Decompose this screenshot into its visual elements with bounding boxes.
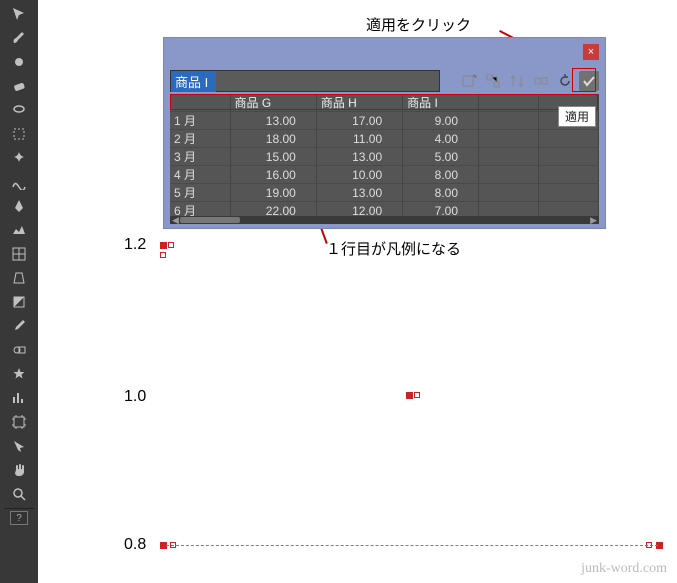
area-tool[interactable]	[7, 218, 31, 242]
cell-value-text: 商品 I	[171, 71, 216, 92]
slice-tool[interactable]	[7, 434, 31, 458]
table-row: 3 月15.0013.005.00	[170, 148, 599, 166]
chart-handle-top[interactable]	[168, 242, 174, 248]
table-row: 5 月19.0013.008.00	[170, 184, 599, 202]
col-header-g: 商品 G	[230, 94, 316, 112]
brush-tool[interactable]	[7, 26, 31, 50]
curve-tool[interactable]	[7, 170, 31, 194]
eraser-tool[interactable]	[7, 74, 31, 98]
chart-handle-left[interactable]	[160, 252, 166, 258]
grid-tool[interactable]	[7, 242, 31, 266]
col-header-h: 商品 H	[316, 94, 402, 112]
pencil-tool[interactable]	[7, 50, 31, 74]
panel-close-button[interactable]: ×	[583, 44, 599, 60]
annotation-apply-click: 適用をクリック	[366, 14, 471, 35]
pen-tool[interactable]	[7, 194, 31, 218]
ytick-0.8: 0.8	[124, 536, 146, 554]
data-grid[interactable]: 商品 G 商品 H 商品 I 1 月13.0017.009.00 2 月18.0…	[170, 94, 599, 218]
panel-toolbar: 商品 I	[170, 70, 599, 92]
cell-value-input[interactable]: 商品 I	[170, 70, 440, 92]
graph-data-panel: × 商品 I 商品 G 商品 H 商品 I 1 月13.0017.009.00 …	[163, 37, 606, 229]
import-icon[interactable]	[459, 71, 479, 91]
hand-tool[interactable]	[7, 458, 31, 482]
scroll-right-icon[interactable]: ▶	[588, 215, 599, 226]
col-header-i: 商品 I	[403, 94, 479, 112]
ytick-1.2: 1.2	[124, 236, 146, 254]
crop-tool[interactable]	[7, 122, 31, 146]
horizontal-scrollbar[interactable]: ◀ ▶	[170, 216, 599, 224]
chart-anchor-center[interactable]	[406, 392, 413, 399]
col-header-blank	[170, 94, 230, 112]
revert-icon[interactable]	[555, 71, 575, 91]
chart-canvas[interactable]: 1.2 1.0 0.8	[158, 240, 668, 550]
chart-handle-center-r[interactable]	[414, 392, 420, 398]
chart-baseline	[166, 545, 658, 546]
scrollbar-thumb[interactable]	[180, 217, 240, 223]
watermark-text: junk-word.com	[581, 561, 667, 577]
header-row: 商品 G 商品 H 商品 I	[170, 94, 599, 112]
graph-tool[interactable]	[7, 386, 31, 410]
apply-tooltip: 適用	[558, 106, 596, 127]
move-tool[interactable]	[7, 2, 31, 26]
blend-tool[interactable]	[7, 338, 31, 362]
wand-tool[interactable]	[7, 146, 31, 170]
apply-button[interactable]	[579, 71, 599, 91]
artboard-tool[interactable]	[7, 410, 31, 434]
tools-toolbar: ?	[0, 0, 38, 583]
lasso-tool[interactable]	[7, 98, 31, 122]
swap-icon[interactable]	[507, 71, 527, 91]
perspective-tool[interactable]	[7, 266, 31, 290]
table-row: 2 月18.0011.004.00	[170, 130, 599, 148]
table-row: 4 月16.0010.008.00	[170, 166, 599, 184]
table-row: 1 月13.0017.009.00	[170, 112, 599, 130]
gradient-tool[interactable]	[7, 290, 31, 314]
eyedropper-tool[interactable]	[7, 314, 31, 338]
chart-anchor-tl[interactable]	[160, 242, 167, 249]
zoom-tool[interactable]	[7, 482, 31, 506]
help-button[interactable]: ?	[10, 511, 28, 525]
ytick-1.0: 1.0	[124, 388, 146, 406]
symbol-tool[interactable]	[7, 362, 31, 386]
transpose-icon[interactable]	[483, 71, 503, 91]
cell-style-icon[interactable]	[531, 71, 551, 91]
